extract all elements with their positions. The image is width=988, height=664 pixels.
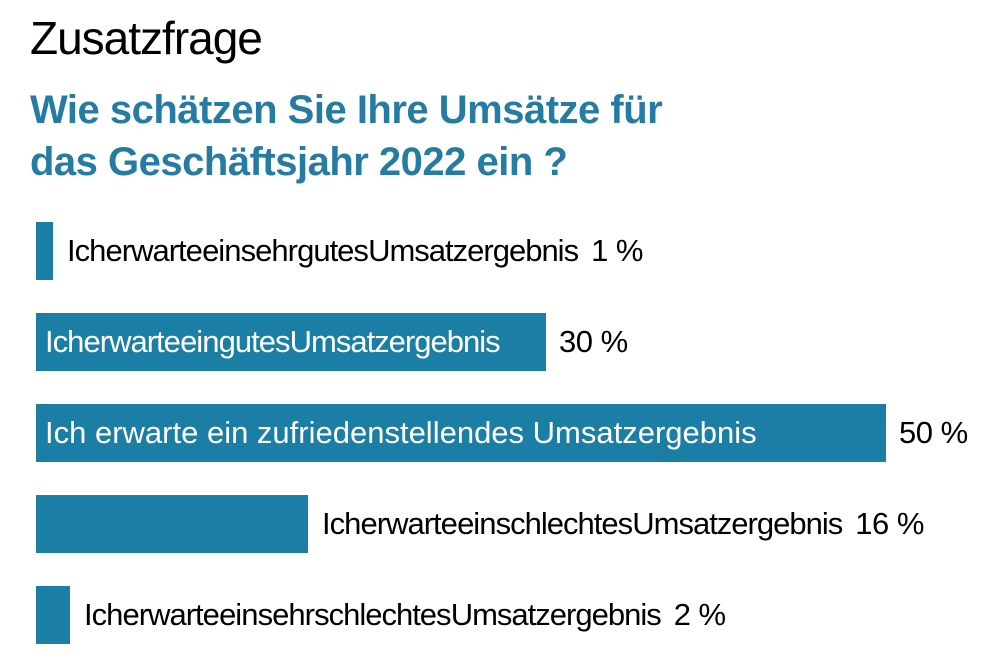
bar-value: 30 % [559,324,628,360]
bar-label: Ich erwarte ein zufriedenstellendes Umsa… [45,415,757,451]
bar-value: 16 % [855,506,924,542]
bar [36,222,53,281]
bar-row-sehr-gutes: Ich erwarte ein sehr gutes Umsatzergebni… [36,222,988,281]
bar-label: Ich erwarte ein schlechtes Umsatzergebni… [322,506,843,542]
bar-label: Ich erwarte ein gutes Umsatzergebnis [45,324,501,360]
bar-row-sehr-schlechtes: Ich erwarte ein sehr schlechtes Umsatzer… [36,586,988,645]
bar-value: 50 % [899,415,968,451]
bar-value: 2 % [673,597,726,633]
bar-label: Ich erwarte ein sehr schlechtes Umsatzer… [84,597,662,633]
bar: Ich erwarte ein gutes Umsatzergebnis [36,313,546,372]
bar-row-schlechtes: Ich erwarte ein schlechtes Umsatzergebni… [36,495,988,554]
bar-row-zufriedenstellendes: Ich erwarte ein zufriedenstellendes Umsa… [36,404,988,463]
page-title: Zusatzfrage [30,12,263,64]
bar-row-gutes: Ich erwarte ein gutes Umsatzergebnis 30 … [36,313,988,372]
survey-question: Wie schätzen Sie Ihre Umsätze für das Ge… [0,84,988,188]
bar-label: Ich erwarte ein sehr gutes Umsatzergebni… [67,233,579,269]
bar [36,586,70,645]
question-line-1: Wie schätzen Sie Ihre Umsätze für [30,88,663,133]
bar-value: 1 % [591,233,643,269]
bar [36,495,308,554]
bar-chart: Ich erwarte ein sehr gutes Umsatzergebni… [36,222,988,645]
bar: Ich erwarte ein zufriedenstellendes Umsa… [36,404,886,463]
question-line-2: das Geschäftsjahr 2022 ein ? [30,140,568,185]
